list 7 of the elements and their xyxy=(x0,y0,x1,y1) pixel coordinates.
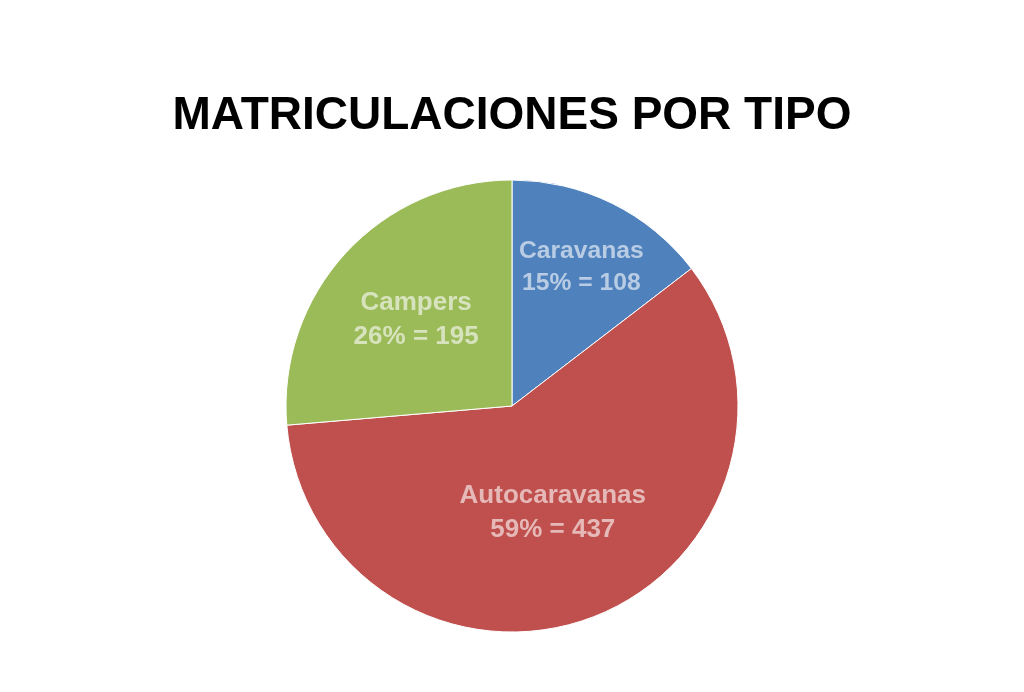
data-label: 15% = 108 xyxy=(522,268,641,296)
data-label: 59% = 437 xyxy=(490,513,616,544)
slice-label: Autocaravanas xyxy=(459,479,646,510)
slice-label: Campers xyxy=(360,286,472,317)
slice-label: Caravanas xyxy=(518,236,644,264)
data-label: 26% = 195 xyxy=(353,319,479,350)
chart-title: MATRICULACIONES POR TIPO xyxy=(172,87,852,140)
